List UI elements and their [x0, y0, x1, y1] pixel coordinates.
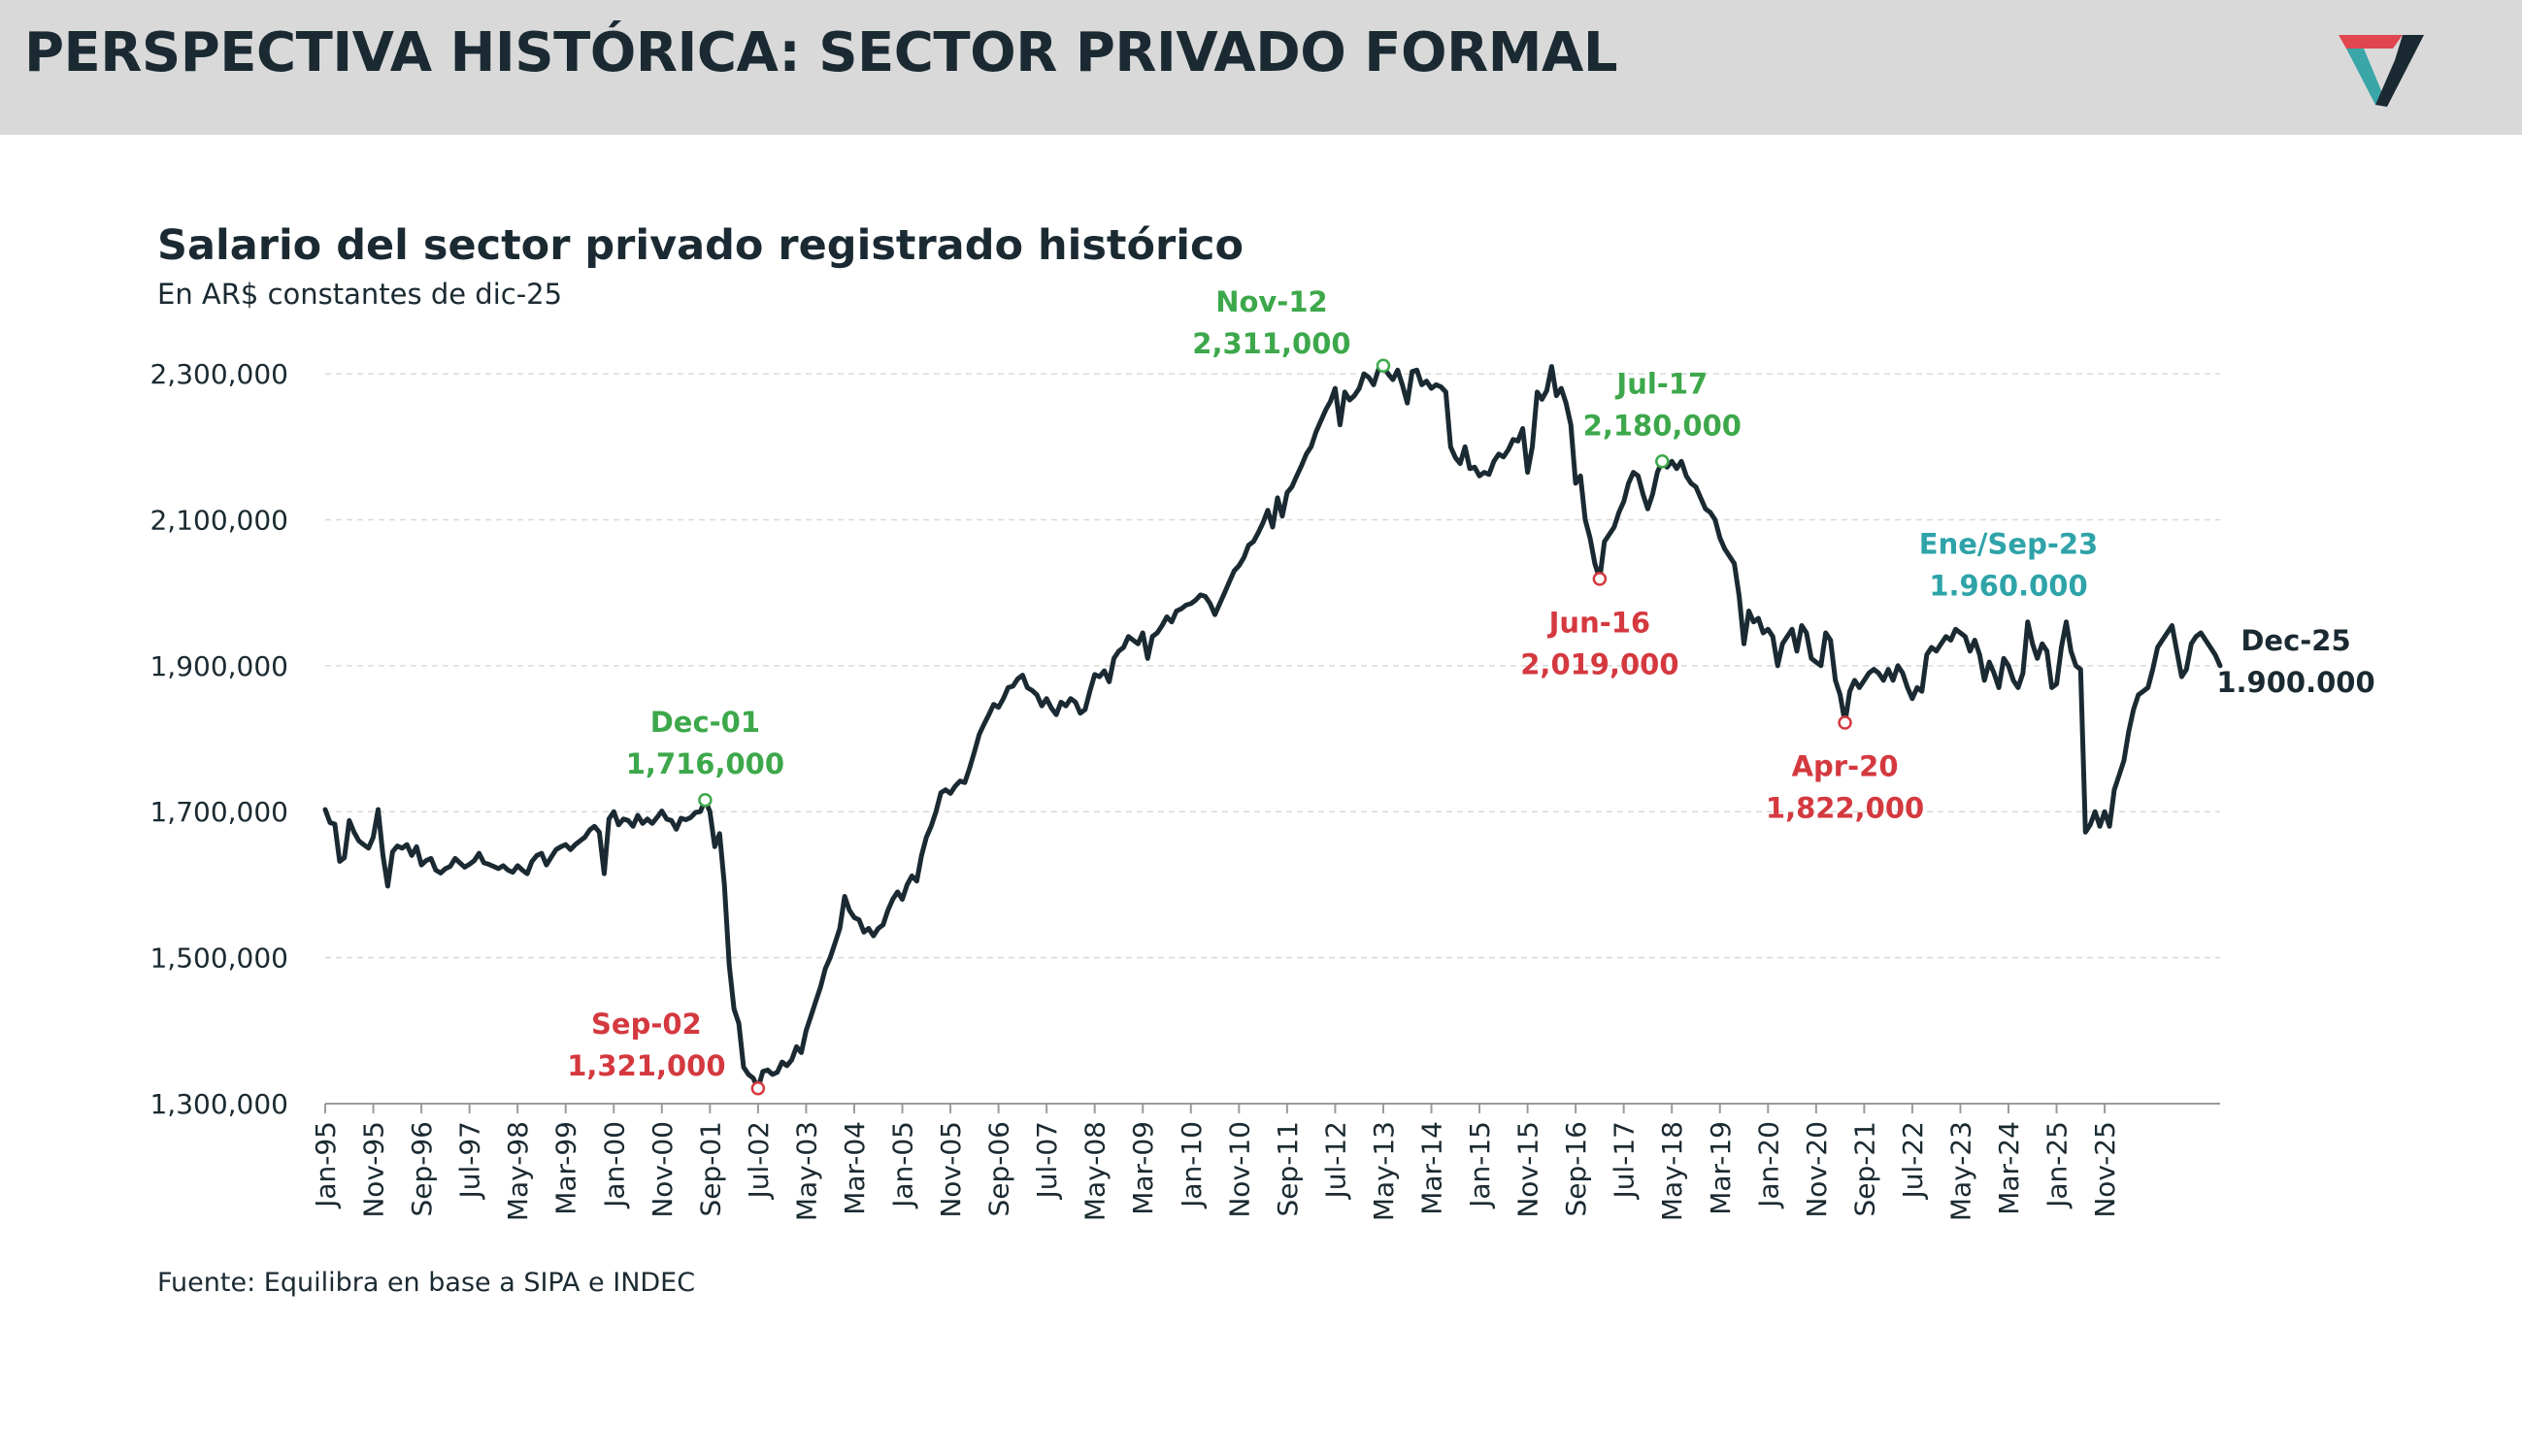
x-tick-label: May-08: [1079, 1121, 1112, 1221]
annotation-marker: [750, 1080, 766, 1096]
annotation-label: Sep-02: [591, 1008, 702, 1041]
x-tick-label: Nov-20: [1801, 1121, 1833, 1218]
annotation-value: 1.960.000: [1929, 570, 2087, 603]
x-tick-label: Jan-95: [310, 1121, 342, 1209]
axes: 1,300,000 1,500,000 1,700,000 1,900,000 2,10…: [149, 358, 2220, 1221]
x-tick-label: Nov-10: [1223, 1121, 1255, 1218]
y-tick-label: 2,100,000: [149, 504, 288, 536]
equilibra-logo-icon: [2339, 35, 2424, 107]
x-tick-label: Mar-14: [1415, 1121, 1447, 1215]
x-tick-label: Sep-06: [983, 1121, 1015, 1217]
y-tick-label: 1,900,000: [149, 650, 288, 682]
chart-title: Salario del sector privado registrado hi…: [157, 221, 1244, 270]
header-bar: PERSPECTIVA HISTÓRICA: SECTOR PRIVADO FO…: [0, 0, 2522, 135]
x-tick-label: May-23: [1944, 1121, 1976, 1221]
annotation-label: Nov-12: [1215, 285, 1328, 318]
x-tick-label: Mar-19: [1705, 1121, 1737, 1215]
x-tick-label: Nov-05: [935, 1121, 967, 1218]
annotation-label: Apr-20: [1792, 749, 1899, 782]
x-tick-label: Nov-95: [358, 1121, 390, 1218]
annotation-value: 1,716,000: [626, 747, 784, 780]
x-tick-label: Nov-00: [647, 1121, 679, 1218]
x-tick-label: Jul-17: [1609, 1121, 1641, 1201]
series-lines: [322, 363, 2223, 1091]
x-tick-label: Jul-12: [1319, 1121, 1351, 1201]
annotation-label: Jun-16: [1547, 606, 1650, 639]
annotation-value: 2,311,000: [1192, 327, 1350, 360]
x-tick-label: Jul-22: [1897, 1121, 1929, 1201]
annotation-value: 2,180,000: [1583, 409, 1742, 442]
x-tick-label: Sep-16: [1560, 1121, 1592, 1217]
x-tick-label: Jan-25: [2041, 1121, 2074, 1209]
y-tick-label: 1,700,000: [149, 796, 288, 828]
x-tick-label: Jan-15: [1464, 1121, 1496, 1209]
x-tick-label: May-18: [1656, 1121, 1688, 1221]
annotation-marker: [1592, 572, 1608, 586]
annotation-label: Dec-25: [2240, 624, 2350, 657]
x-tick-label: Jan-05: [887, 1121, 919, 1209]
x-tick-label: Sep-01: [694, 1121, 726, 1217]
annotation-value: 2,019,000: [1520, 647, 1678, 680]
x-tick-label: Jul-02: [743, 1121, 775, 1201]
x-tick-label: Sep-21: [1848, 1121, 1880, 1217]
x-tick-label: Sep-11: [1272, 1121, 1304, 1217]
series-line: [322, 363, 2223, 1091]
x-tick-label: Nov-15: [1512, 1121, 1544, 1218]
x-tick-label: May-13: [1368, 1121, 1400, 1221]
x-tick-label: Jan-00: [598, 1121, 630, 1209]
x-tick-label: Jan-20: [1752, 1121, 1784, 1209]
annotation-marker: [1655, 454, 1670, 469]
x-tick-label: Jul-07: [1031, 1121, 1063, 1201]
x-tick-label: Sep-96: [406, 1121, 438, 1217]
annotations: Dec-01 1,716,000 Sep-02 1,321,000 Nov-12 2,31…: [567, 285, 2375, 1096]
x-tick-label: Mar-99: [550, 1121, 582, 1215]
page-title: PERSPECTIVA HISTÓRICA: SECTOR PRIVADO FO…: [24, 21, 1618, 84]
source-note: Fuente: Equilibra en base a SIPA e INDEC: [157, 1268, 696, 1298]
x-tick-label: Jul-97: [454, 1121, 486, 1201]
annotation-label: Ene/Sep-23: [1919, 528, 2098, 561]
x-tick-label: Mar-04: [839, 1121, 871, 1215]
x-tick-label: Jan-10: [1176, 1121, 1208, 1209]
chart-subtitle: En AR$ constantes de dic-25: [157, 278, 563, 311]
annotation-label: Jul-17: [1614, 367, 1708, 400]
x-tick-label: Nov-25: [2089, 1121, 2121, 1218]
grid-lines: [325, 373, 2220, 959]
x-tick-label: May-98: [502, 1121, 534, 1221]
annotation-value: 1,822,000: [1766, 791, 1924, 824]
annotation-value: 1.900.000: [2216, 666, 2374, 699]
annotation-marker: [698, 792, 713, 808]
y-tick-label: 2,300,000: [149, 358, 288, 390]
annotation-marker: [1838, 715, 1852, 730]
annotation-marker: [1376, 358, 1391, 374]
annotation-value: 1,321,000: [567, 1049, 725, 1082]
y-tick-label: 1,300,000: [149, 1088, 288, 1120]
y-tick-label: 1,500,000: [149, 943, 288, 975]
annotation-label: Dec-01: [650, 706, 760, 739]
x-tick-label: May-03: [790, 1121, 822, 1221]
x-tick-label: Mar-09: [1127, 1121, 1159, 1215]
x-tick-label: Mar-24: [1993, 1121, 2025, 1215]
